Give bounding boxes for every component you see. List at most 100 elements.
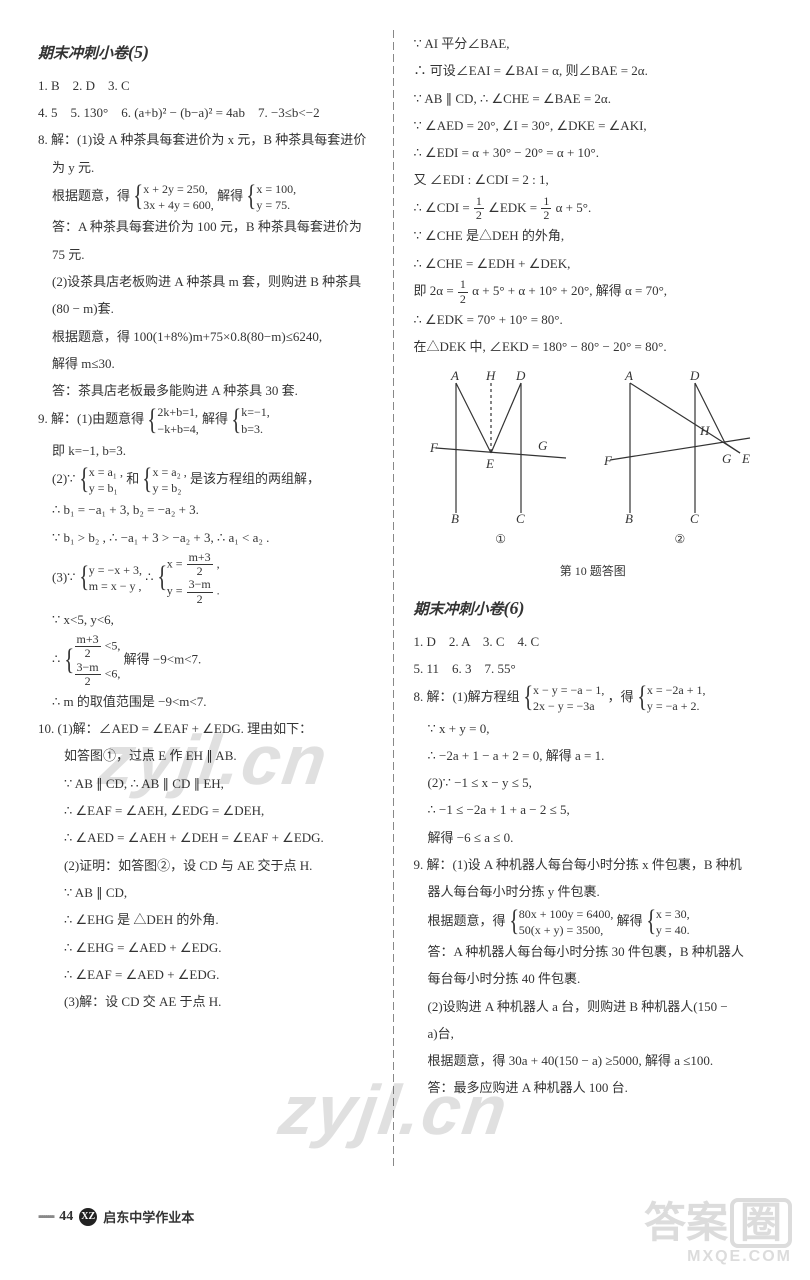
q9-l7: ∵ x<5, y<6, [38, 606, 387, 633]
s6-q9-mid: 解得 [617, 913, 643, 928]
q8-eq1b: 3x + 4y = 600, [143, 197, 214, 213]
answers-row1: 1. B 2. D 3. C [38, 72, 387, 99]
q9-l9: ∴ m 的取值范围是 −9<m<7. [38, 688, 387, 715]
fig1-B: B [451, 511, 459, 523]
q9-g3a: y = −x + 3, [89, 562, 142, 578]
q9-and: 和 [126, 471, 139, 486]
r-l6: 又 ∠EDI : ∠CDI = 2 : 1, [414, 166, 772, 193]
q10-l11: (3)解：设 CD 交 AE 于点 H. [38, 988, 387, 1015]
s6-q8: 8. 解：(1)解方程组 x − y = −a − 1, 2x − y = −3… [414, 682, 772, 714]
s6-q9-s1b: y = 40. [656, 922, 690, 938]
q9-g4a-suf: , [217, 557, 220, 571]
r-l7-d1: 2 [474, 209, 484, 222]
r-l10-frac: 12 [457, 278, 469, 305]
fig2-C: C [690, 511, 699, 523]
fig1-cap: ① [426, 527, 576, 552]
s6-q9-l8: 根据题意，得 30a + 40(150 − a) ≥5000, 解得 a ≤10… [414, 1047, 772, 1074]
r-l10: 即 2α = 12 α + 5° + α + 10° + 20°, 解得 α =… [414, 277, 772, 306]
q9-g5a-frac: m+32 [74, 633, 102, 660]
s6-q9-l2: 器人每台每小时分拣 y 件包裹. [414, 878, 772, 905]
r-l7-n2: 1 [541, 195, 551, 209]
fig1-G: G [538, 438, 548, 453]
s6-q9-sol: x = 30, y = 40. [646, 906, 690, 938]
figure-1-svg: A H D F E G B C [426, 368, 576, 523]
q9-l3-suf: 是该方程组的两组解， [190, 471, 320, 486]
s6-q9-eq: 80x + 100y = 6400, 50(x + y) = 3500, [509, 906, 614, 938]
fig1-F: F [429, 440, 439, 455]
footer-title: 启东中学作业本 [103, 1207, 194, 1226]
q9-l5: ∵ b₁ > b₂ , ∴ −a₁ + 3 > −a₂ + 3, ∴ a₁ < … [38, 524, 387, 551]
s6-q9-l5: 每台每小时分拣 40 件包裹. [414, 965, 772, 992]
q9-g4a-num: m+3 [187, 551, 213, 565]
s6-row1: 1. D 2. A 3. C 4. C [414, 628, 772, 655]
r-l7-n1: 1 [474, 195, 484, 209]
q9-g2: x = a₂ , y = b₂ [142, 464, 186, 496]
section5-title: 期末冲刺小卷(5) [38, 34, 387, 72]
q9-g4b: y = 3−m2 . [167, 578, 220, 605]
s6-q8-e1a: x − y = −a − 1, [533, 682, 604, 698]
answers-row2: 4. 5 5. 130° 6. (a+b)² − (b−a)² = 4ab 7.… [38, 99, 387, 126]
q9-g5b-num: 3−m [75, 661, 101, 675]
page-body: 期末冲刺小卷(5) 1. B 2. D 3. C 4. 5 5. 130° 6.… [0, 0, 810, 1180]
footer-badge: XZ [79, 1208, 97, 1226]
figures-row: A H D F E G B C ① [414, 368, 772, 552]
figure-1: A H D F E G B C ① [426, 368, 576, 552]
q9-l4: ∴ b₁ = −a₁ + 3, b₂ = −a₂ + 3. [38, 496, 387, 523]
q9-g5a-num: m+3 [75, 633, 101, 647]
q9-l1: 9. 解：(1)由题意得 2k+b=1, −k+b=4, 解得 k=−1, b=… [38, 404, 387, 436]
section5-num: (5) [128, 42, 149, 62]
figure-2: A D F H E G B C ② [600, 368, 760, 552]
q9-g1b: y = b₁ [89, 480, 123, 496]
q9-eq1b: −k+b=4, [157, 421, 198, 437]
r-l7-pre: ∴ ∠CDI = [414, 200, 473, 215]
fig1-E: E [485, 456, 494, 471]
q9-g5: m+32 <5, 3−m2 <6, [64, 633, 121, 688]
fig2-cap: ② [600, 527, 760, 552]
q9-g3b: m = x − y , [89, 578, 142, 594]
r-l7-frac1: 12 [473, 195, 485, 222]
s6-q9-l7: a)台, [414, 1020, 772, 1047]
left-column: 期末冲刺小卷(5) 1. B 2. D 3. C 4. 5 5. 130° 6.… [38, 30, 387, 1170]
r-l2: ∴ 可设∠EAI = ∠BAI = α, 则∠BAE = 2α. [414, 57, 772, 84]
r-l10-pre: 即 2α = [414, 283, 457, 298]
s6-q8-eq: x − y = −a − 1, 2x − y = −3a [523, 682, 604, 714]
q9-g2a: x = a₂ , [152, 464, 186, 480]
q9-l8-so: ∴ [52, 651, 60, 666]
q9-l3: (2)∵ x = a₁ , y = b₁ 和 x = a₂ , y = b₂ 是… [38, 464, 387, 496]
s6-q9-l3: 根据题意，得 80x + 100y = 6400, 50(x + y) = 35… [414, 906, 772, 938]
q8-eq1: x + 2y = 250, 3x + 4y = 600, [133, 181, 214, 213]
s6-q9-l4: 答：A 种机器人每台每小时分拣 30 件包裹，B 种机器人 [414, 938, 772, 965]
s6-q9-l3-pre: 根据题意，得 [428, 913, 506, 928]
section6-title: 期末冲刺小卷(6) [414, 590, 772, 628]
s6-q8-l4: (2)∵ −1 ≤ x − y ≤ 5, [414, 769, 772, 796]
q8-l9: 解得 m≤30. [38, 350, 387, 377]
q9-l8: ∴ m+32 <5, 3−m2 <6, 解得 −9<m<7. [38, 633, 387, 688]
r-l1: ∵ AI 平分∠BAE, [414, 30, 772, 57]
fig2-E: E [741, 451, 750, 466]
r-l8: ∵ ∠CHE 是△DEH 的外角, [414, 222, 772, 249]
corner-logo: 答案圈 MXQE.COM [644, 1198, 792, 1266]
section6-title-text: 期末冲刺小卷 [414, 602, 504, 618]
q9-l6: (3)∵ y = −x + 3, m = x − y , ∴ x = m+32 … [38, 551, 387, 606]
fig1-H: H [485, 368, 496, 383]
r-l10-suf: α + 5° + α + 10° + 20°, 解得 α = 70°, [472, 283, 667, 298]
q9-g4a-pre: x = [167, 557, 183, 571]
q10-l4: ∴ ∠EAF = ∠AEH, ∠EDG = ∠DEH, [38, 797, 387, 824]
q9-l2: 即 k=−1, b=3. [38, 437, 387, 464]
q9-l1-pre: 9. 解：(1)由题意得 [38, 412, 144, 427]
corner-logo-box: 圈 [730, 1198, 792, 1248]
s6-q9-l9: 答：最多应购进 A 种机器人 100 台. [414, 1074, 772, 1101]
q9-g5a-den: 2 [75, 647, 101, 660]
s6-q8-e1b: 2x − y = −3a [533, 698, 604, 714]
q9-g1a: x = a₁ , [89, 464, 123, 480]
fig2-A: A [624, 368, 633, 383]
r-l3: ∵ AB ∥ CD, ∴ ∠CHE = ∠BAE = 2α. [414, 85, 772, 112]
section6-num: (6) [504, 598, 525, 618]
q9-sol1b: b=3. [241, 421, 270, 437]
q9-l3-pre: (2)∵ [52, 471, 75, 486]
q10-l6: (2)证明：如答图②，设 CD 与 AE 交于点 H. [38, 852, 387, 879]
q9-mid1: 解得 [202, 412, 228, 427]
q8-l3: 根据题意，得 x + 2y = 250, 3x + 4y = 600, 解得 x… [38, 181, 387, 213]
q8-sol1b: y = 75. [256, 197, 296, 213]
q9-sol1: k=−1, b=3. [231, 404, 270, 436]
